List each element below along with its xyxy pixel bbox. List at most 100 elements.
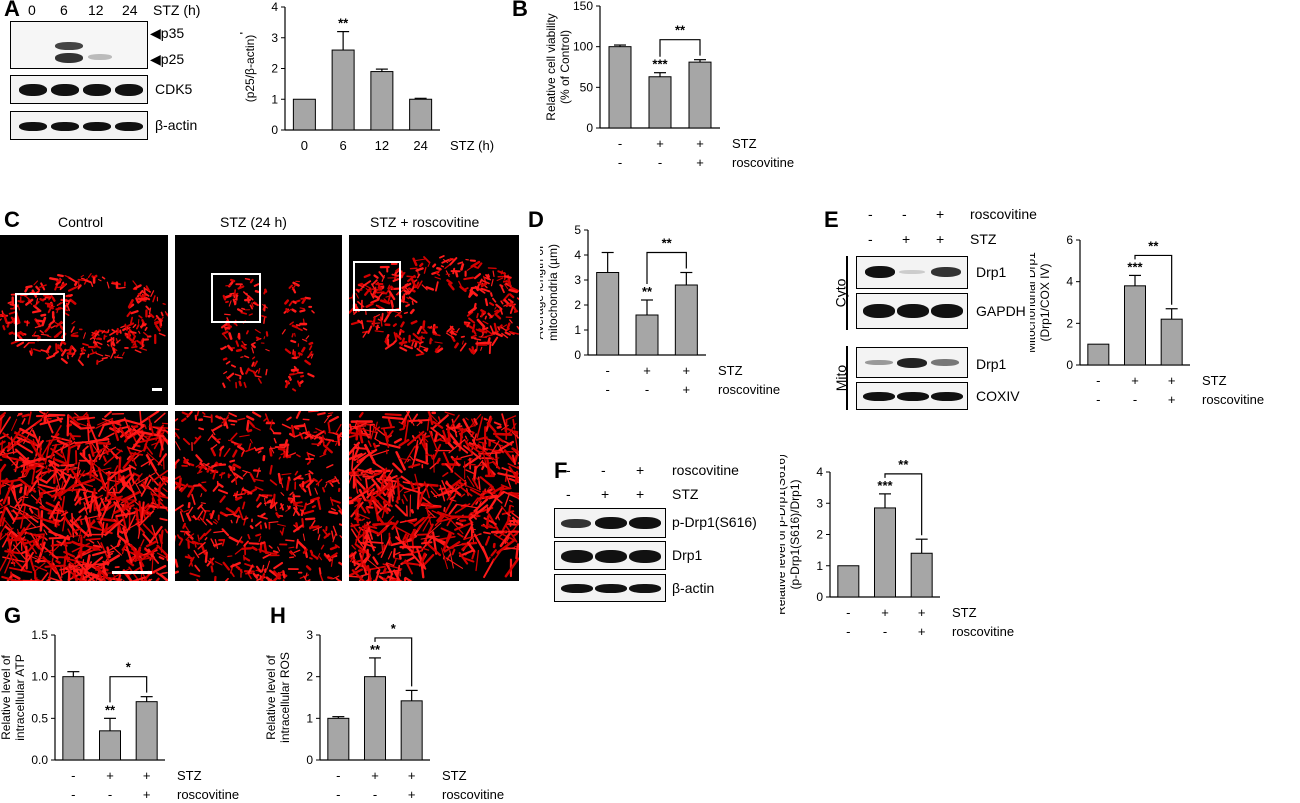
mitochondrion (244, 277, 251, 281)
mitochondrion (28, 479, 39, 493)
mitochondrion (102, 455, 107, 462)
mitochondrion (30, 559, 35, 572)
zoom-stz (175, 411, 342, 581)
mitochondrion (440, 265, 445, 268)
bracket-significance: ** (898, 457, 909, 472)
mitochondrion (483, 531, 491, 535)
mitochondrion (304, 572, 308, 580)
mitochondrion (150, 493, 168, 499)
mitochondrion (140, 322, 145, 329)
mitochondrion (78, 495, 92, 501)
mitochondrion (156, 426, 163, 436)
mitochondrion (371, 283, 376, 290)
mitochondrion (222, 294, 227, 301)
mitochondrion (157, 453, 168, 466)
mitochondrion (147, 548, 156, 560)
mitochondrion (381, 312, 384, 321)
mitochondrion (362, 330, 368, 338)
mitochondrion (72, 415, 88, 419)
mitochondrion (492, 270, 495, 277)
mitochondrion (71, 320, 76, 325)
bracket-significance: ** (1148, 238, 1159, 253)
mitochondrion (126, 455, 131, 461)
y-tick-label: 4 (271, 0, 278, 14)
mitochondrion (144, 326, 148, 331)
mitochondrion (483, 417, 488, 421)
mitochondrion (18, 523, 32, 539)
roscovitine-sign: - (108, 787, 112, 802)
mitochondrion (137, 293, 144, 299)
mitochondrion (187, 486, 195, 498)
mitochondrion (227, 344, 234, 352)
mitochondrion (55, 280, 61, 286)
mitochondrion (461, 556, 475, 563)
mitochondrion (74, 280, 78, 287)
mitochondrion (288, 546, 295, 549)
y-tick-label: 0 (586, 121, 593, 135)
mitochondrion (74, 480, 94, 488)
mitochondrion (448, 503, 458, 515)
mitochondrion (510, 504, 515, 508)
mitochondrion (23, 428, 33, 444)
mitochondrion (96, 341, 103, 346)
mitochondrion (39, 329, 44, 334)
mitochondrion (269, 498, 274, 509)
mitochondrion (349, 452, 363, 461)
y-tick-label: 150 (573, 0, 593, 13)
mitochondrion (366, 524, 378, 530)
mitochondrion (304, 517, 316, 521)
mitochondrion (222, 357, 228, 361)
blot-cdk5 (10, 75, 148, 104)
mitochondrion (422, 327, 428, 334)
mitochondrion (360, 573, 369, 577)
mitochondrion (286, 308, 292, 314)
mitochondrion (236, 536, 243, 546)
scale-bar (152, 388, 162, 391)
roscovitine-row-label: roscovitine (1202, 392, 1264, 407)
mitochondrion (473, 302, 477, 311)
mitochondrion (222, 561, 231, 571)
panel-letter-c: C (4, 207, 20, 232)
mitochondrion (374, 431, 378, 440)
mitochondrion (270, 501, 278, 509)
mitochondrion (277, 546, 281, 552)
mitochondrion (246, 419, 250, 431)
mitochondrion (393, 557, 401, 560)
mitochondrion (478, 484, 493, 502)
stz-sign: - (605, 363, 609, 378)
mitochondrion (154, 412, 166, 423)
y-axis-label-line: (% of Control) (558, 30, 572, 104)
mitochondrion (483, 558, 495, 579)
y-tick-label: 100 (573, 40, 593, 54)
mitochondrion (231, 464, 235, 471)
mitochondrion (234, 322, 238, 327)
mitochondrion (457, 532, 464, 538)
mitochondrion (461, 340, 464, 345)
panel-letter-e: E (824, 207, 839, 232)
mitochondrion (4, 550, 21, 555)
mitochondrion (250, 342, 256, 346)
mitochondrion (281, 473, 292, 476)
mitochondrion (481, 446, 488, 468)
mitochondrion (257, 367, 261, 374)
mitochondrion (110, 352, 115, 359)
mitochondrion (293, 424, 306, 429)
mitochondrion (232, 506, 241, 517)
mitochondrion (494, 309, 499, 313)
y-axis-label-line: (p-Drp1(S616)/Drp1) (788, 479, 802, 589)
y-tick-label: 4 (816, 465, 823, 479)
mitochondrion (143, 435, 154, 437)
mitochondrion (471, 532, 475, 544)
mitochondrion (45, 465, 48, 470)
mitochondrion (90, 467, 112, 474)
mitochondrion (112, 347, 116, 354)
mitochondrion (449, 495, 456, 500)
mitochondrion (445, 332, 455, 339)
mitochondrion (193, 550, 200, 559)
mitochondrion (322, 435, 325, 447)
mitochondrion (399, 329, 405, 333)
mitochondrion (229, 278, 236, 283)
mitochondrion (33, 280, 39, 286)
mitochondrion (277, 447, 286, 451)
mitochondrion (297, 352, 302, 359)
